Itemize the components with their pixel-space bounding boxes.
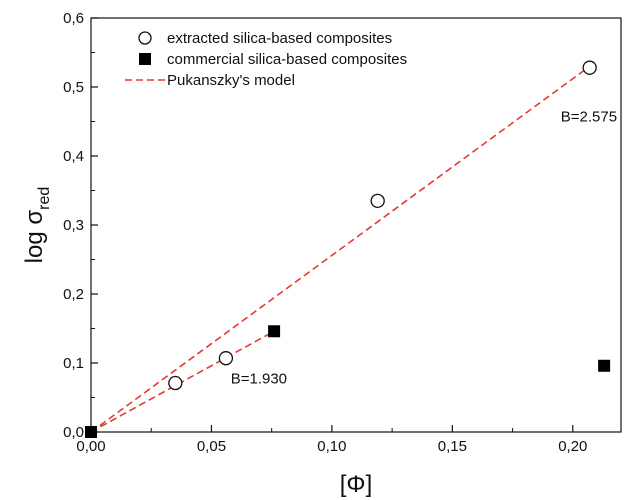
axis-ticks: 0,00 0,05 0,10 0,15 0,20 0,0 0,1 0,2 0,3 0,4 0,5 0,… <box>63 10 587 455</box>
data-markers <box>85 60 611 438</box>
y-tick-label: 0,3 <box>63 217 84 234</box>
model-lines <box>90 65 591 433</box>
y-tick-label: 0,6 <box>63 10 84 27</box>
annotations: B=2.575 B=1.930 <box>231 109 617 388</box>
model-line-2 <box>90 330 275 433</box>
legend-label: commercial silica-based composites <box>167 51 407 68</box>
x-tick-label: 0,15 <box>438 438 467 455</box>
x-tick-label: 0,20 <box>558 438 587 455</box>
commercial-point <box>268 325 281 338</box>
x-tick-label: 0,05 <box>197 438 226 455</box>
model-annotation: B=1.930 <box>231 371 287 388</box>
extracted-point <box>218 351 234 366</box>
x-axis-title: [Φ] <box>340 471 372 498</box>
x-tick-label: 0,00 <box>76 438 105 455</box>
y-tick-label: 0,1 <box>63 355 84 372</box>
extracted-point <box>370 193 385 209</box>
commercial-point <box>85 426 97 438</box>
legend-label: extracted silica-based composites <box>167 30 392 47</box>
legend-marker-extracted <box>138 31 152 45</box>
commercial-point <box>598 359 611 372</box>
legend-marker-commercial <box>139 53 151 65</box>
y-tick-label: 0,2 <box>63 286 84 303</box>
x-tick-label: 0,10 <box>317 438 346 455</box>
y-axis-title: log σred <box>21 187 53 264</box>
y-axis-title-subscript: red <box>36 187 53 210</box>
model-annotation: B=2.575 <box>561 109 617 126</box>
legend-label: Pukanszky's model <box>167 72 295 89</box>
y-axis-title-main: log σ <box>21 210 48 264</box>
model-line-1 <box>90 65 591 433</box>
extracted-point <box>168 375 183 391</box>
y-tick-label: 0,0 <box>63 424 84 441</box>
y-tick-label: 0,5 <box>63 79 84 96</box>
extracted-point <box>582 60 597 75</box>
legend: extracted silica-based composites commerc… <box>125 30 407 89</box>
y-tick-label: 0,4 <box>63 148 84 165</box>
